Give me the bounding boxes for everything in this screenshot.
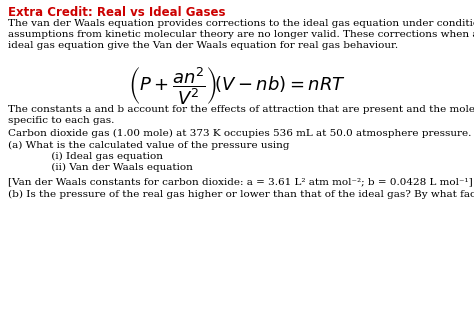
- Text: assumptions from kinetic molecular theory are no longer valid. These corrections: assumptions from kinetic molecular theor…: [8, 30, 474, 39]
- Text: (a) What is the calculated value of the pressure using: (a) What is the calculated value of the …: [8, 141, 290, 150]
- Text: [Van der Waals constants for carbon dioxide: a = 3.61 L² atm mol⁻²; b = 0.0428 L: [Van der Waals constants for carbon diox…: [8, 177, 473, 186]
- Text: ideal gas equation give the Van der Waals equation for real gas behaviour.: ideal gas equation give the Van der Waal…: [8, 41, 398, 50]
- Text: specific to each gas.: specific to each gas.: [8, 116, 114, 125]
- Text: Extra Credit: Real vs Ideal Gases: Extra Credit: Real vs Ideal Gases: [8, 6, 226, 19]
- Text: (b) Is the pressure of the real gas higher or lower than that of the ideal gas? : (b) Is the pressure of the real gas high…: [8, 190, 474, 199]
- Text: The van der Waals equation provides corrections to the ideal gas equation under : The van der Waals equation provides corr…: [8, 19, 474, 28]
- Text: (i) Ideal gas equation: (i) Ideal gas equation: [35, 152, 163, 161]
- Text: Carbon dioxide gas (1.00 mole) at 373 K occupies 536 mL at 50.0 atmosphere press: Carbon dioxide gas (1.00 mole) at 373 K …: [8, 129, 471, 138]
- Text: (ii) Van der Waals equation: (ii) Van der Waals equation: [35, 163, 193, 172]
- Text: The constants a and b account for the effects of attraction that are present and: The constants a and b account for the ef…: [8, 105, 474, 114]
- Text: $\left(P+\dfrac{an^{2}}{V^{2}}\right)\!\left(V-nb\right)=nRT$: $\left(P+\dfrac{an^{2}}{V^{2}}\right)\!\…: [128, 65, 346, 107]
